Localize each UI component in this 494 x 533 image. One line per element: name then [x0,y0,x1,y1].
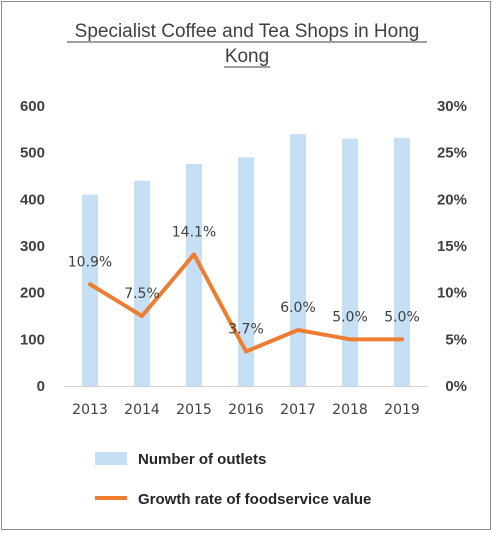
chart-title-line-1: Specialist Coffee and Tea Shops in Hong [75,21,420,42]
bar-outlets [134,180,150,386]
data-label-growth: 7.5% [124,286,160,302]
right-tick-label: 20% [437,191,467,208]
x-tick-label: 2019 [384,402,420,418]
x-tick-label: 2014 [124,402,160,418]
bar-outlets [186,163,202,386]
x-tick-label: 2016 [228,402,264,418]
right-tick-label: 5% [445,331,467,348]
left-tick-label: 500 [20,145,45,162]
bar-outlets [238,157,254,386]
data-label-growth: 5.0% [332,309,368,325]
legend-label-outlets: Number of outlets [138,451,266,468]
right-tick-label: 15% [437,238,467,255]
right-tick-label: 30% [437,98,467,115]
data-label-growth: 6.0% [280,300,316,316]
data-label-growth: 3.7% [228,321,264,337]
x-tick-label: 2017 [280,402,316,418]
right-tick-label: 0% [445,378,467,395]
right-axis: 0% 5% 10% 15% 20% 25% 30% [437,98,467,395]
left-tick-label: 200 [20,285,45,302]
left-tick-label: 0 [37,378,45,395]
bar-outlets [290,134,306,386]
data-label-growth: 14.1% [172,224,216,240]
x-axis: 2013 2014 2015 2016 2017 2018 2019 [72,402,420,418]
bar-outlets [394,137,410,386]
left-tick-label: 600 [20,98,45,115]
x-tick-label: 2015 [176,402,212,418]
right-tick-label: 10% [437,285,467,302]
legend-label-growth: Growth rate of foodservice value [138,491,371,508]
x-tick-label: 2018 [332,402,368,418]
right-tick-label: 25% [437,145,467,162]
growth-rate-line [88,252,404,354]
bar-outlets [342,138,358,386]
chart-title-line-2: Kong [225,46,269,67]
data-labels: 10.9% 7.5% 14.1% 3.7% 6.0% 5.0% 5.0% [68,224,420,337]
bar-outlets [82,194,98,386]
left-tick-label: 100 [20,331,45,348]
left-tick-label: 400 [20,191,45,208]
x-tick-label: 2013 [72,402,108,418]
data-label-growth: 10.9% [68,254,112,270]
legend-swatch-outlets [95,452,127,465]
left-tick-label: 300 [20,238,45,255]
data-label-growth: 5.0% [384,309,420,325]
bar-series [82,134,410,386]
left-axis: 0 100 200 300 400 500 600 [20,98,45,395]
